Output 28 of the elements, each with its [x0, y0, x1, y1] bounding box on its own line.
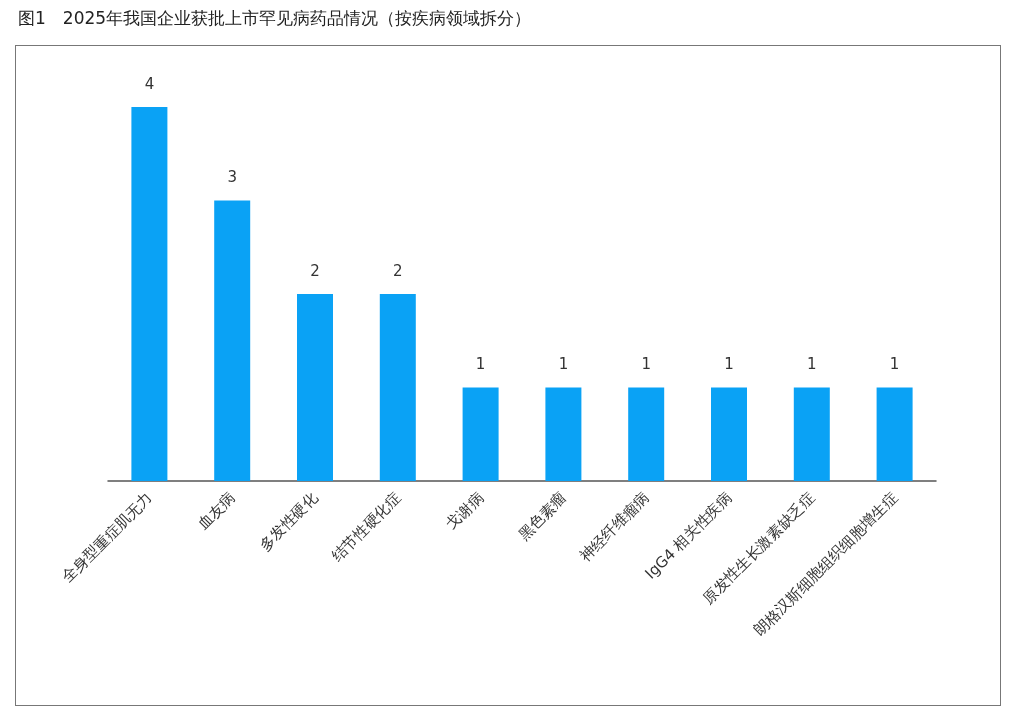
x-tick-label: 多发性硬化: [255, 488, 322, 555]
chart-title: 图1 2025年我国企业获批上市罕见病药品情况（按疾病领域拆分）: [18, 7, 532, 30]
x-tick-label: 神经纤维瘤病: [576, 488, 653, 565]
data-label: 1: [889, 355, 900, 373]
data-label: 1: [724, 355, 734, 373]
x-tick-label: 血友病: [194, 488, 239, 534]
data-label: 2: [393, 261, 403, 280]
x-tick-label: 结节性硬化症: [327, 488, 405, 565]
x-tick-label: 全身型重症肌无力: [58, 488, 156, 587]
bar: [131, 107, 168, 481]
data-label: 1: [558, 355, 569, 373]
bar: [297, 294, 333, 481]
bar: [876, 387, 913, 481]
bar: [462, 387, 499, 481]
bar: [628, 387, 665, 481]
x-tick-label: 戈谢病: [442, 488, 487, 534]
data-label: 2: [310, 261, 320, 280]
data-label: 3: [227, 168, 237, 186]
x-tick-label: 黑色素瘤: [514, 488, 570, 544]
data-label: 1: [807, 355, 817, 373]
data-label: 1: [475, 355, 486, 373]
bar: [793, 387, 830, 481]
bar: [214, 200, 251, 481]
bar: [379, 294, 416, 481]
bar: [545, 387, 582, 481]
data-label: 4: [144, 74, 155, 93]
data-label: 1: [641, 355, 651, 373]
bar: [711, 387, 747, 481]
